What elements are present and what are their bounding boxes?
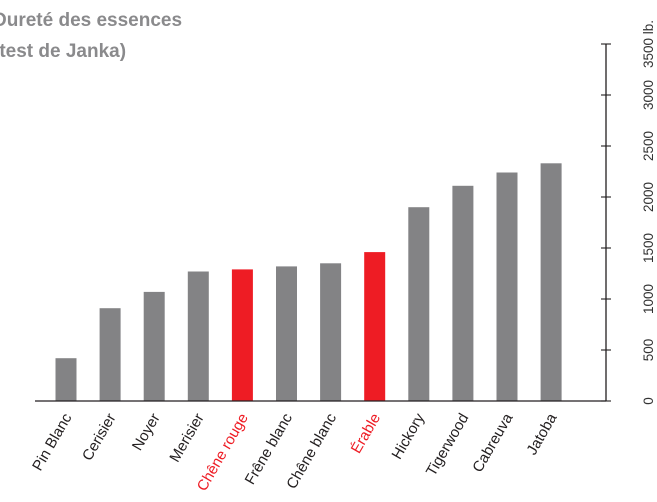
y-ticks-group: 0 500 1000 1500 2000 2500 3000 3500 lb. <box>601 20 656 405</box>
bar-tigerwood <box>452 185 474 401</box>
bar-noyer <box>143 291 165 401</box>
chart-title-line-2: (test de Janka) <box>0 41 127 62</box>
x-label-tigerwood: Tigerwood <box>423 411 472 480</box>
y-tick-label-6: 3000 <box>641 80 656 110</box>
x-label-hickory: Hickory <box>389 410 429 462</box>
x-label-merisier: Merisier <box>166 411 207 466</box>
y-tick-label-5: 2500 <box>641 131 656 161</box>
x-label-jatoba: Jatoba <box>523 410 561 458</box>
y-tick-label-3: 1500 <box>641 233 656 263</box>
x-label-pin-blanc: Pin Blanc <box>29 410 76 474</box>
bar-erable <box>364 252 386 401</box>
x-label-cerisier: Cerisier <box>79 411 120 464</box>
x-label-cabreuva: Cabreuva <box>469 410 517 475</box>
x-label-erable: Érable <box>348 411 384 457</box>
bar-jatoba <box>540 163 562 401</box>
bar-chene-rouge <box>231 269 253 401</box>
x-label-noyer: Noyer <box>129 410 164 453</box>
y-tick-label-7: 3500 lb. <box>641 20 656 68</box>
bar-pin-blanc <box>55 358 77 401</box>
bar-frene-blanc <box>276 266 297 401</box>
y-tick-label-1: 500 <box>641 339 656 362</box>
bar-cerisier <box>99 308 121 401</box>
bar-merisier <box>187 271 209 401</box>
y-tick-label-4: 2000 <box>641 182 656 212</box>
bar-chene-blanc <box>320 263 342 401</box>
y-tick-label-0: 0 <box>641 397 656 405</box>
bar-cabreuva <box>496 172 518 401</box>
y-tick-label-2: 1000 <box>641 284 656 314</box>
chart-title-line-1: Dureté des essences <box>0 10 183 31</box>
bar-hickory <box>408 207 430 401</box>
bars-group <box>55 163 562 401</box>
